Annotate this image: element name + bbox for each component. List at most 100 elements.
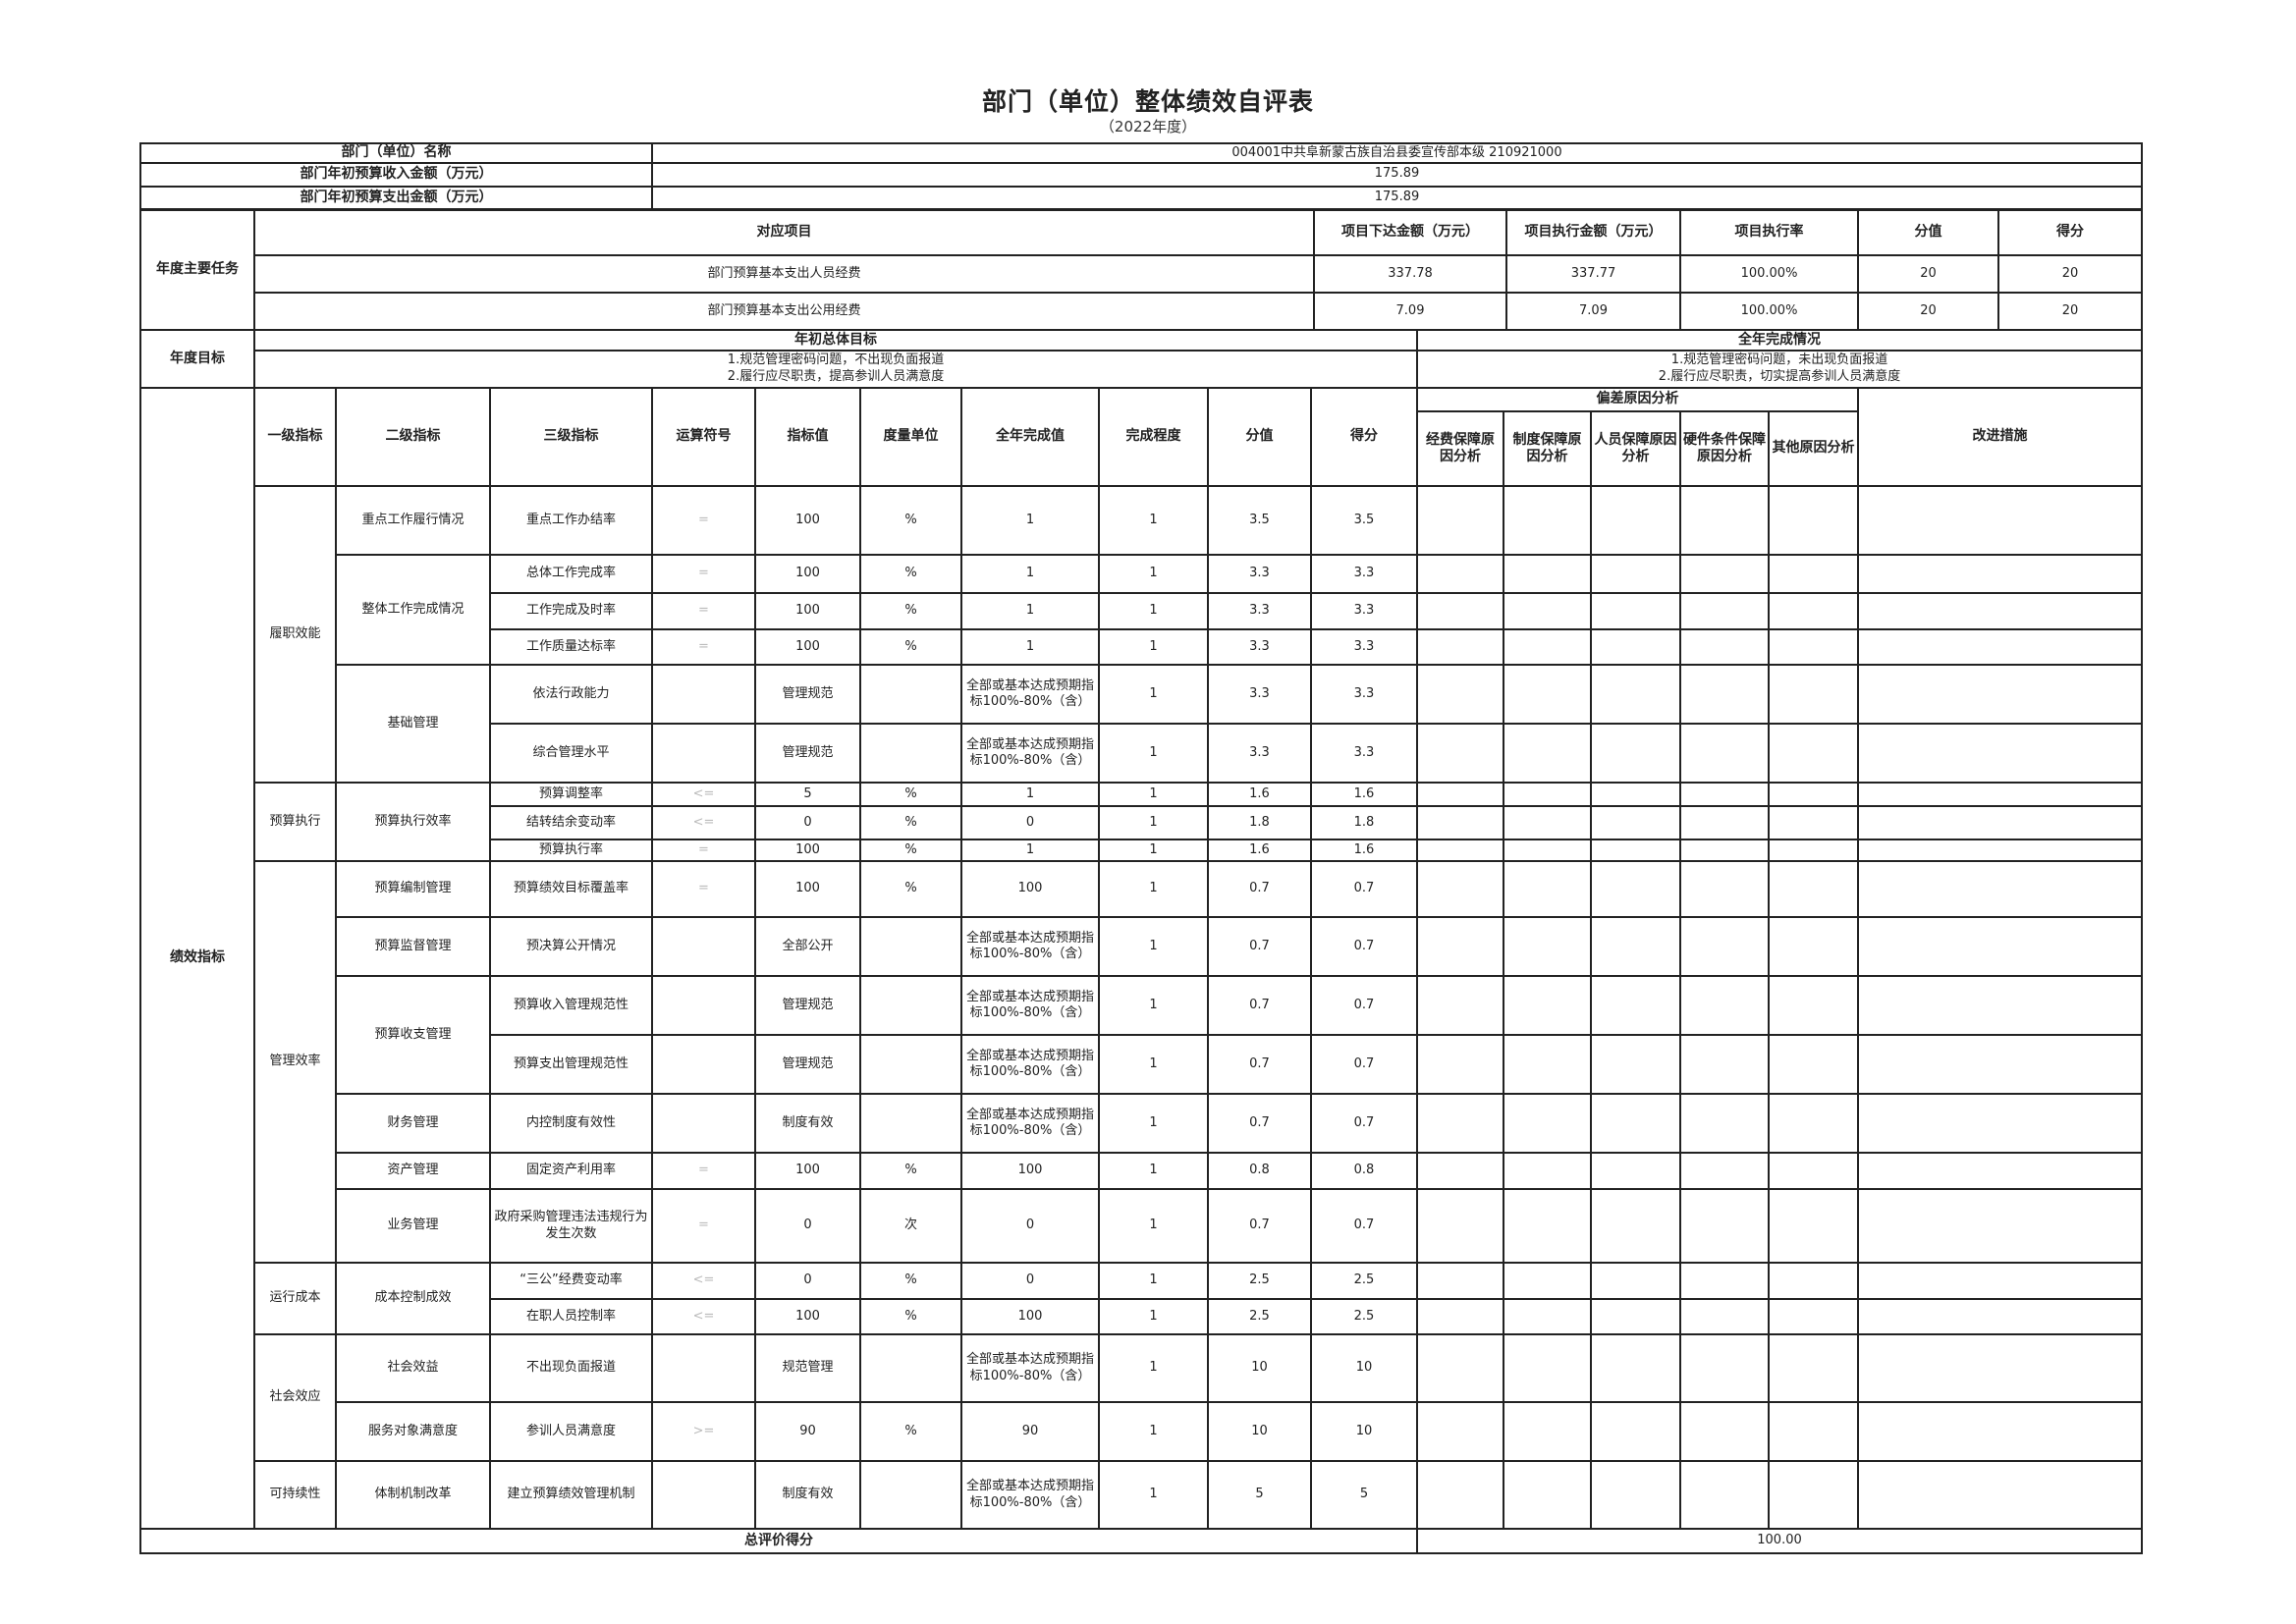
- initial-goal-line: 2.履行应尽职责，提高参训人员满意度: [727, 369, 945, 384]
- level3-indicator: 预算绩效目标覆盖率: [489, 860, 653, 918]
- unit: %: [859, 1298, 962, 1335]
- got-score: 10: [1310, 1333, 1418, 1403]
- deviation-cell: [1503, 1460, 1592, 1530]
- total-score-value: 100.00: [1416, 1528, 2143, 1554]
- deviation-cell: [1768, 839, 1859, 862]
- deviation-cell: [1768, 782, 1859, 807]
- deviation-cell: [1679, 1333, 1770, 1403]
- target-value: 管理规范: [754, 975, 861, 1036]
- completion-degree: 1: [1098, 975, 1209, 1036]
- score: 0.7: [1207, 1034, 1312, 1095]
- got-score: 3.3: [1310, 664, 1418, 725]
- operator: [651, 1034, 756, 1095]
- deviation-cell: [1590, 1152, 1681, 1190]
- target-value: 制度有效: [754, 1093, 861, 1154]
- level3-indicator: 内控制度有效性: [489, 1093, 653, 1154]
- target-value: 100: [754, 554, 861, 594]
- expense-value: 175.89: [651, 185, 2143, 211]
- operator: =: [651, 485, 756, 556]
- task-got: 20: [1997, 292, 2143, 331]
- deviation-cell: [1590, 975, 1681, 1036]
- deviation-cell: [1416, 1333, 1504, 1403]
- deviation-cell: [1679, 1460, 1770, 1530]
- income-label: 部门年初预算收入金额（万元）: [139, 161, 653, 188]
- deviation-cell: [1503, 1034, 1592, 1095]
- deviation-cell: [1416, 1034, 1504, 1095]
- deviation-column-header: 硬件条件保障原因分析: [1679, 410, 1770, 487]
- deviation-cell: [1768, 860, 1859, 918]
- deviation-cell: [1503, 975, 1592, 1036]
- improvement-cell: [1857, 1401, 2143, 1462]
- level2-indicator: 预算执行效率: [335, 782, 491, 862]
- level2-indicator: 预算编制管理: [335, 860, 491, 918]
- level3-indicator: 工作质量达标率: [489, 628, 653, 666]
- unit: %: [859, 839, 962, 862]
- indicators-table: 绩效指标 一级指标 二级指标 三级指标 运算符号 指标值 度量单位 全年完成值 完成程度 分值 得分…: [139, 387, 2143, 1554]
- dept-name-value: 004001中共阜新蒙古族自治县委宣传部本级 210921000: [651, 142, 2143, 164]
- target-value: 全部公开: [754, 916, 861, 977]
- improvement-cell: [1857, 975, 2143, 1036]
- indicator-row: 预算收支管理 预算收入管理规范性 管理规范 全部或基本达成预期指标100%-80%（含…: [140, 975, 2143, 1095]
- score: 10: [1207, 1401, 1312, 1462]
- deviation-cell: [1679, 1401, 1770, 1462]
- improvement-cell: [1857, 860, 2143, 918]
- score: 0.7: [1207, 1188, 1312, 1264]
- level2-indicator: 基础管理: [335, 664, 491, 784]
- deviation-cell: [1416, 1401, 1504, 1462]
- level3-indicator: 政府采购管理违法违规行为发生次数: [489, 1188, 653, 1264]
- level3-indicator: 预算执行率: [489, 839, 653, 862]
- unit: [859, 723, 962, 784]
- completion-degree: 1: [1098, 1262, 1209, 1300]
- deviation-cell: [1503, 628, 1592, 666]
- deviation-cell: [1503, 782, 1592, 807]
- target-value: 0: [754, 1188, 861, 1264]
- income-value: 175.89: [651, 161, 2143, 188]
- task-rate: 100.00%: [1679, 254, 1859, 294]
- deviation-cell: [1768, 1401, 1859, 1462]
- improvement-cell: [1857, 839, 2143, 862]
- task-score: 20: [1857, 254, 1999, 294]
- level3-indicator: 预决算公开情况: [489, 916, 653, 977]
- deviation-cell: [1590, 805, 1681, 840]
- deviation-cell: [1503, 1152, 1592, 1190]
- actual-value: 1: [960, 592, 1100, 630]
- indicator-row: 服务对象满意度 参训人员满意度 >= 90% 90 1 10 10: [140, 1401, 2143, 1462]
- improvement-cell: [1857, 1333, 2143, 1403]
- deviation-cell: [1768, 592, 1859, 630]
- indicator-row: 运行成本 成本控制成效 “三公”经费变动率 <= 0% 0 1 2.5 2.5: [140, 1262, 2143, 1335]
- actual-value: 全部或基本达成预期指标100%-80%（含）: [960, 1034, 1100, 1095]
- got-score: 3.5: [1310, 485, 1418, 556]
- score: 1.8: [1207, 805, 1312, 840]
- score: 3.3: [1207, 628, 1312, 666]
- completion-line: 2.履行应尽职责，切实提高参训人员满意度: [1658, 369, 1901, 384]
- deviation-analysis-header: 偏差原因分析: [1416, 387, 1859, 412]
- actual-value: 0: [960, 1188, 1100, 1264]
- level3-indicator: 重点工作办结率: [489, 485, 653, 556]
- indicator-row: 结转结余变动率 <= 0% 0 1 1.8 1.8: [140, 805, 2143, 840]
- header-actual: 全年完成值: [960, 387, 1100, 487]
- header-level3: 三级指标: [489, 387, 653, 487]
- actual-value: 全部或基本达成预期指标100%-80%（含）: [960, 975, 1100, 1036]
- target-value: 100: [754, 1298, 861, 1335]
- deviation-cell: [1590, 1460, 1681, 1530]
- level1-indicator: 管理效率: [253, 860, 337, 1264]
- deviation-cell: [1416, 805, 1504, 840]
- unit: [859, 1093, 962, 1154]
- completion-degree: 1: [1098, 1298, 1209, 1335]
- completion-text: 1.规范管理密码问题，未出现负面报道 2.履行应尽职责，切实提高参训人员满意度: [1416, 350, 2143, 389]
- initial-goal-line: 1.规范管理密码问题，不出现负面报道: [727, 352, 945, 368]
- deviation-cell: [1416, 664, 1504, 725]
- target-value: 100: [754, 485, 861, 556]
- target-value: 100: [754, 1152, 861, 1190]
- deviation-column-header: 人员保障原因分析: [1590, 410, 1681, 487]
- unit: [859, 1333, 962, 1403]
- improvement-cell: [1857, 1152, 2143, 1190]
- level2-indicator: 重点工作履行情况: [335, 485, 491, 556]
- actual-value: 0: [960, 1262, 1100, 1300]
- got-score: 1.6: [1310, 782, 1418, 807]
- completion-degree: 1: [1098, 1152, 1209, 1190]
- deviation-cell: [1768, 1460, 1859, 1530]
- completion-degree: 1: [1098, 485, 1209, 556]
- target-value: 100: [754, 860, 861, 918]
- deviation-cell: [1768, 554, 1859, 594]
